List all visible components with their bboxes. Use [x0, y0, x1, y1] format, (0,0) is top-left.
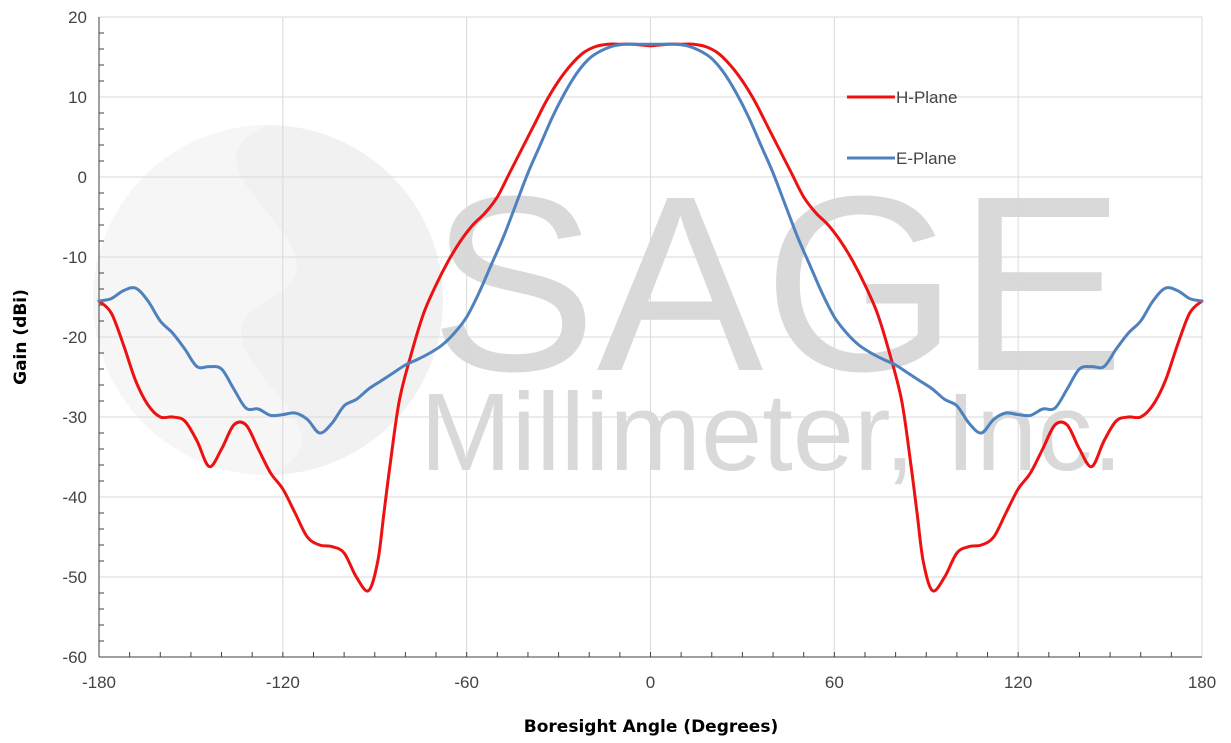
watermark: SAGE Millimeter, Inc. [93, 125, 1125, 494]
y-tick-labels: -60 -50 -40 -30 -20 -10 0 10 20 [62, 8, 87, 667]
y-tick-label: -50 [62, 568, 87, 587]
y-tick-label: -10 [62, 248, 87, 267]
x-tick-labels: -180 -120 -60 0 60 120 180 [82, 673, 1216, 692]
y-tick-label: 10 [68, 88, 87, 107]
series-lines [97, 42, 1204, 593]
legend: H-Plane E-Plane [847, 88, 957, 168]
y-tick-label: -30 [62, 408, 87, 427]
legend-label-h-plane: H-Plane [896, 88, 957, 107]
sage-logo-swirl [93, 125, 443, 475]
x-tick-label: 120 [1004, 673, 1032, 692]
y-tick-label: -60 [62, 648, 87, 667]
watermark-line2: Millimeter, Inc. [420, 371, 1123, 494]
watermark-line1: SAGE [430, 144, 1125, 423]
x-tick-label: 60 [825, 673, 844, 692]
series-line-e-plane [97, 42, 1204, 435]
series-line-h-plane [97, 42, 1204, 593]
legend-label-e-plane: E-Plane [896, 149, 956, 168]
x-tick-label: 180 [1188, 673, 1216, 692]
gridlines [99, 16, 1203, 657]
y-tick-label: -20 [62, 328, 87, 347]
x-tick-label: 0 [646, 673, 655, 692]
x-tick-label: -60 [454, 673, 479, 692]
x-tick-label: -180 [82, 673, 116, 692]
x-axis-title: Boresight Angle (Degrees) [524, 717, 778, 737]
y-tick-label: 20 [68, 8, 87, 27]
y-tick-label: -40 [62, 488, 87, 507]
y-axis-title: Gain (dBi) [11, 289, 31, 385]
y-tick-label: 0 [78, 168, 87, 187]
minor-ticks [99, 32, 1172, 657]
x-tick-label: -120 [266, 673, 300, 692]
